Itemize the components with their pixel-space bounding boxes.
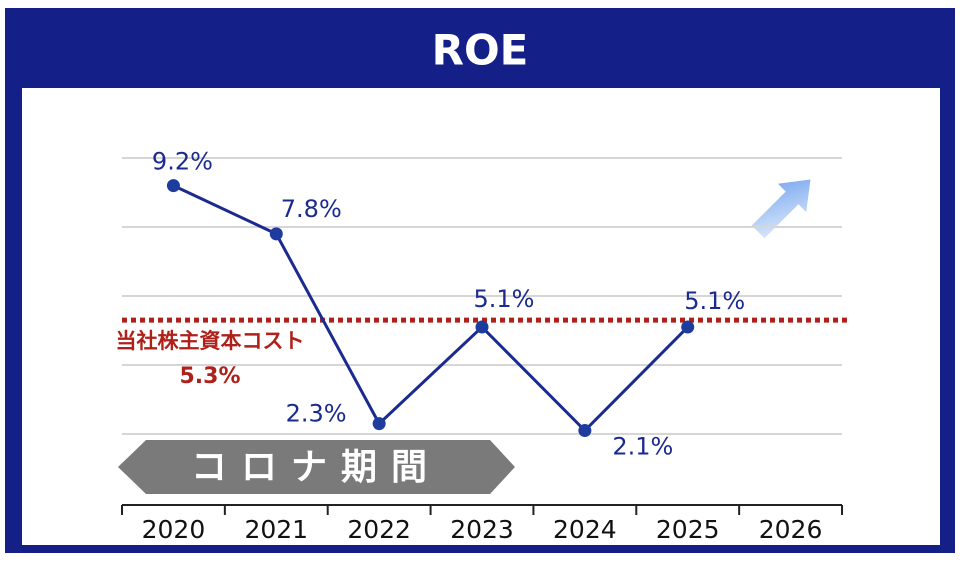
data-point bbox=[681, 320, 695, 334]
data-point bbox=[372, 417, 386, 431]
x-tick-label: 2021 bbox=[244, 515, 308, 544]
x-tick-label: 2026 bbox=[759, 515, 823, 544]
x-tick-label: 2022 bbox=[347, 515, 411, 544]
data-label: 7.8% bbox=[281, 195, 342, 223]
data-label: 9.2% bbox=[152, 148, 213, 176]
period-label: コロナ期間 bbox=[191, 447, 441, 488]
data-point bbox=[578, 424, 592, 438]
data-label: 2.1% bbox=[612, 433, 673, 461]
data-label: 2.3% bbox=[286, 400, 347, 428]
reference-label: 当社株主資本コスト bbox=[116, 329, 305, 353]
x-tick-label: 2025 bbox=[656, 515, 720, 544]
reference-value-label: 5.3% bbox=[179, 364, 240, 389]
data-label: 5.1% bbox=[474, 285, 535, 313]
x-tick-label: 2024 bbox=[553, 515, 617, 544]
series-line bbox=[172, 184, 689, 433]
data-point bbox=[269, 227, 283, 241]
period-banner bbox=[118, 440, 515, 494]
chart-title: ROE bbox=[432, 26, 529, 75]
x-tick-label: 2023 bbox=[450, 515, 514, 544]
trend-arrow bbox=[751, 179, 811, 239]
data-point bbox=[475, 320, 489, 334]
data-point bbox=[166, 179, 180, 193]
data-label: 5.1% bbox=[684, 287, 745, 315]
x-tick-label: 2020 bbox=[142, 515, 206, 544]
